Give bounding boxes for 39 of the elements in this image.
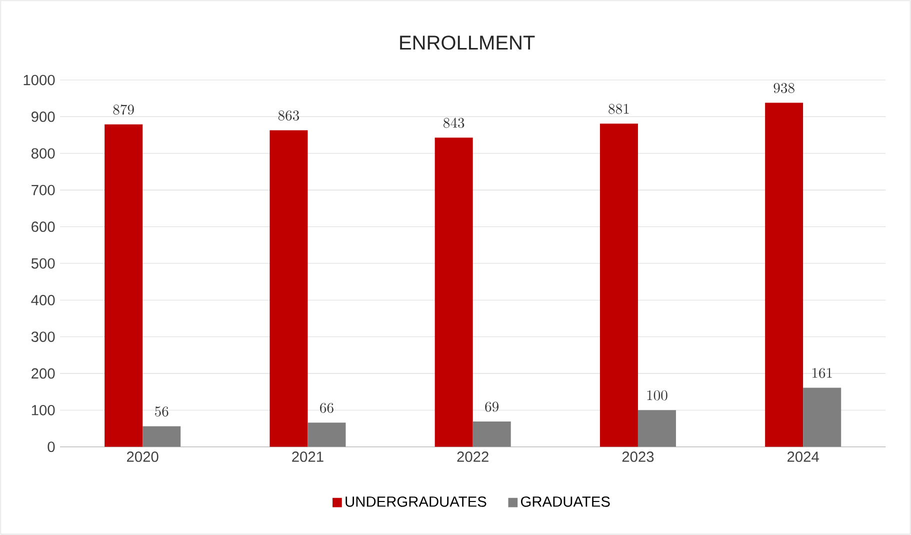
y-tick-label: 200: [32, 368, 55, 379]
data-label: 881: [608, 104, 629, 114]
bar: [472, 422, 511, 447]
bar: [104, 124, 143, 447]
x-tick-label: 2021: [292, 452, 324, 462]
x-tick-label: 2023: [622, 452, 654, 462]
legend-label: UNDERGRADUATES: [346, 496, 486, 507]
legend-label: GRADUATES: [520, 496, 610, 507]
y-tick-label: 800: [31, 148, 55, 159]
y-tick-label: 500: [31, 258, 55, 269]
bar: [308, 422, 346, 447]
bar: [765, 102, 804, 447]
y-tick-label: 400: [31, 294, 55, 306]
y-tick-label: 1000: [24, 74, 55, 86]
y-tick-label: 0: [48, 442, 55, 452]
chart-title: ENROLLMENT: [400, 36, 535, 50]
bar: [434, 138, 473, 447]
y-tick-label: 600: [32, 222, 55, 232]
data-label: 56: [155, 406, 168, 417]
x-tick-label: 2024: [788, 452, 819, 462]
y-tick-label: 700: [32, 184, 55, 196]
y-tick-label: 900: [32, 112, 55, 122]
y-tick-label: 100: [32, 405, 55, 416]
x-tick-label: 2022: [457, 452, 488, 462]
data-label: 66: [320, 402, 334, 413]
data-label: 863: [278, 110, 300, 121]
data-label: 843: [443, 118, 464, 128]
bar: [270, 130, 308, 447]
bar: [638, 410, 676, 447]
bar: [142, 426, 181, 447]
data-label: 100: [647, 390, 668, 400]
x-tick-label: 2020: [127, 452, 158, 462]
data-label: 69: [485, 402, 499, 412]
bar: [600, 124, 638, 447]
y-tick-label: 300: [31, 332, 55, 342]
bar: [803, 388, 842, 447]
data-label: 879: [113, 104, 134, 115]
data-label: 938: [774, 83, 794, 94]
data-label: 161: [812, 368, 832, 378]
